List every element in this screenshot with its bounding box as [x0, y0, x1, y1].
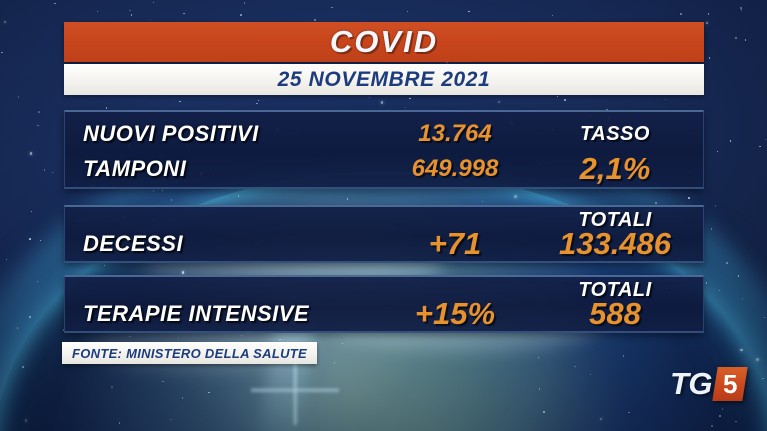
row-value-tamponi: 649.998 [411, 155, 499, 182]
table-row: TOTALI [65, 277, 703, 303]
row-value-nuovi-positivi: 13.764 [418, 120, 492, 147]
page-title: COVID [64, 22, 704, 62]
table-row: TAMPONI 649.998 2,1% [65, 151, 703, 186]
tg5-logo: TG 5 [669, 366, 748, 401]
row-label-decessi: DECESSI [83, 231, 184, 256]
table-row: TOTALI [65, 207, 703, 233]
tg5-logo-number: 5 [722, 369, 738, 399]
row-value-decessi: +71 [428, 226, 482, 261]
row-value-terapie-intensive: +15% [414, 296, 496, 331]
stats-panel-decessi: TOTALI DECESSI +71 133.486 [64, 205, 704, 263]
table-row: TERAPIE INTENSIVE +15% 588 [65, 295, 703, 333]
page-title-text: COVID [329, 24, 439, 59]
source-bar: FONTE: MINISTERO DELLA SALUTE [62, 342, 317, 364]
date-bar: 25 NOVEMBRE 2021 [64, 64, 704, 95]
date-text: 25 NOVEMBRE 2021 [277, 67, 491, 91]
stats-panel-terapie-intensive: TOTALI TERAPIE INTENSIVE +15% 588 [64, 275, 704, 333]
right-label-totali-terapie: TOTALI [578, 278, 652, 301]
right-label-tasso: TASSO [580, 122, 650, 145]
right-value-totali-decessi: 133.486 [558, 226, 672, 261]
tg5-logo-text: TG [669, 366, 713, 401]
right-label-totali-decessi: TOTALI [578, 208, 652, 231]
source-text: FONTE: MINISTERO DELLA SALUTE [72, 345, 307, 361]
row-label-nuovi-positivi: NUOVI POSITIVI [83, 121, 259, 146]
table-row: NUOVI POSITIVI 13.764 TASSO [65, 118, 703, 150]
row-label-terapie-intensive: TERAPIE INTENSIVE [83, 301, 310, 326]
right-value-totali-terapie: 588 [589, 296, 641, 331]
tg5-logo-number-box: 5 [712, 367, 748, 401]
right-value-tasso: 2,1% [579, 151, 651, 186]
stats-panel-positivi: NUOVI POSITIVI 13.764 TASSO TAMPONI 649.… [64, 110, 704, 189]
row-label-tamponi: TAMPONI [83, 156, 187, 181]
table-row: DECESSI +71 133.486 [65, 225, 703, 263]
